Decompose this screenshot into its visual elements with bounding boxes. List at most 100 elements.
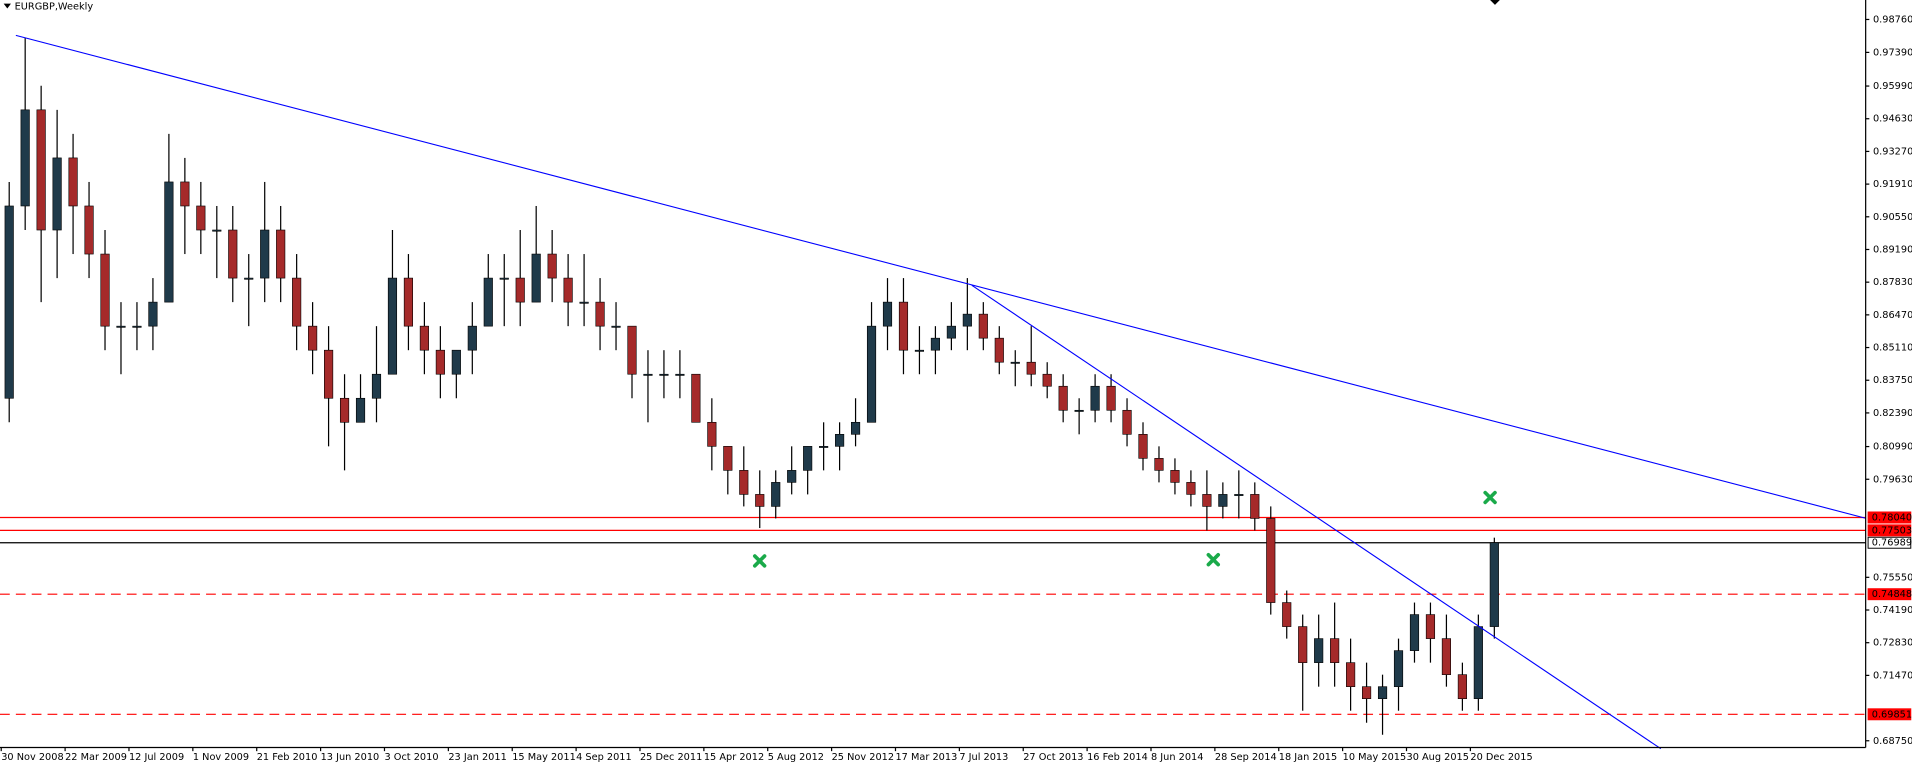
level-label: 0.77503	[1872, 525, 1912, 536]
candle-body	[371, 373, 382, 399]
level-label-box	[1867, 511, 1912, 524]
candle-body	[1138, 434, 1148, 459]
y-tick-label: 0.97390	[1873, 47, 1912, 58]
y-tick-label: 0.74190	[1873, 605, 1912, 616]
marker-group	[752, 490, 1497, 568]
x-tick-label: 5 Aug 2012	[768, 752, 824, 763]
x-tick-label: 16 Feb 2014	[1087, 752, 1148, 763]
candle-body	[515, 277, 525, 303]
candle-body	[1346, 662, 1356, 687]
candle-body	[1250, 494, 1260, 519]
candle-body	[276, 229, 286, 279]
candle-body	[595, 301, 605, 327]
x-tick-label: 25 Nov 2012	[832, 752, 894, 763]
trend-line	[971, 284, 1662, 750]
candle-body	[1266, 518, 1276, 603]
candle-body	[962, 313, 972, 327]
candle-body	[755, 494, 765, 507]
candle-body	[84, 205, 94, 255]
candle-body	[659, 373, 669, 376]
candle-body	[1218, 494, 1228, 507]
candle-body	[1026, 361, 1036, 375]
candle-body	[451, 349, 461, 375]
candle-body	[1074, 409, 1084, 412]
candle-body	[1330, 638, 1340, 663]
candle-body	[547, 253, 557, 279]
candle-body	[324, 349, 334, 399]
candle-body	[1154, 458, 1164, 471]
x-tick-label: 12 Jul 2009	[129, 752, 184, 763]
menu-arrow[interactable]	[3, 3, 11, 9]
y-tick-label: 0.85110	[1873, 343, 1912, 354]
candle-body	[196, 205, 206, 231]
x-tick-label: 23 Jan 2011	[448, 752, 506, 763]
candle-body	[1090, 385, 1100, 411]
y-tick-label: 0.94630	[1873, 114, 1912, 125]
candle-body	[1441, 638, 1451, 675]
candle-body	[164, 181, 174, 303]
candle-body	[627, 325, 637, 375]
x-tick-label: 25 Dec 2011	[640, 752, 702, 763]
candle-body	[1393, 650, 1404, 687]
candle-body	[691, 373, 701, 423]
x-tick-label: 18 Jan 2015	[1279, 752, 1337, 763]
candle-body	[898, 301, 909, 351]
candle-body	[1058, 385, 1068, 411]
x-tick-label: 15 May 2011	[512, 752, 576, 763]
x-tick-label: 30 Nov 2008	[1, 752, 63, 763]
y-tick-label: 0.75550	[1873, 572, 1912, 583]
candle-body	[1457, 674, 1467, 700]
candle-body	[803, 446, 813, 471]
candle-body	[1170, 470, 1180, 483]
candle-body	[483, 277, 493, 327]
plot	[0, 37, 1866, 735]
y-tick-label: 0.83750	[1873, 375, 1912, 386]
cross-marker	[752, 554, 767, 568]
candle-body	[180, 181, 190, 207]
level-label-box	[1867, 524, 1912, 537]
candle-body	[914, 349, 925, 352]
candle-body	[1234, 494, 1244, 496]
candle-body	[866, 325, 877, 423]
x-tick-label: 4 Sep 2011	[576, 752, 632, 763]
level-label: 0.74848	[1872, 589, 1912, 600]
candle-body	[36, 109, 46, 231]
cross-marker	[1483, 490, 1497, 505]
y-tick-label: 0.90550	[1873, 212, 1912, 223]
candle-body	[531, 253, 541, 303]
candle-body	[260, 229, 270, 279]
x-tick-label: 15 Apr 2012	[704, 752, 764, 763]
x-tick-label: 20 Dec 2015	[1470, 752, 1532, 763]
trend-line	[15, 34, 1866, 519]
y-tick-label: 0.80990	[1873, 442, 1912, 453]
candle-body	[1122, 409, 1132, 435]
candle-body	[579, 301, 589, 304]
candle-body	[1377, 686, 1388, 700]
candle-body	[930, 337, 940, 351]
candle-body	[68, 157, 78, 207]
candle-body	[499, 277, 509, 280]
x-tick-label: 8 Jun 2014	[1151, 752, 1203, 763]
level-label: 0.69851	[1872, 709, 1912, 720]
candle-body	[419, 325, 429, 351]
x-tick-label: 1 Nov 2009	[193, 752, 249, 763]
candle-body	[1186, 482, 1196, 495]
candle-body	[1409, 614, 1420, 651]
candle-body	[1298, 626, 1308, 663]
candle-body	[387, 277, 398, 375]
candle-body	[707, 421, 717, 447]
level-label-box	[1867, 708, 1912, 721]
candle-body	[20, 109, 30, 207]
candle-body	[994, 337, 1004, 363]
candle-body	[1362, 686, 1372, 700]
candle-body	[100, 253, 110, 327]
x-tick-label: 28 Sep 2014	[1215, 752, 1277, 763]
candle-body	[611, 325, 621, 328]
x-tick-label: 3 Oct 2010	[384, 752, 438, 763]
candle-body	[1106, 385, 1116, 411]
candle-body	[308, 325, 318, 351]
candle-body	[1202, 494, 1212, 507]
candle-body	[850, 421, 861, 435]
